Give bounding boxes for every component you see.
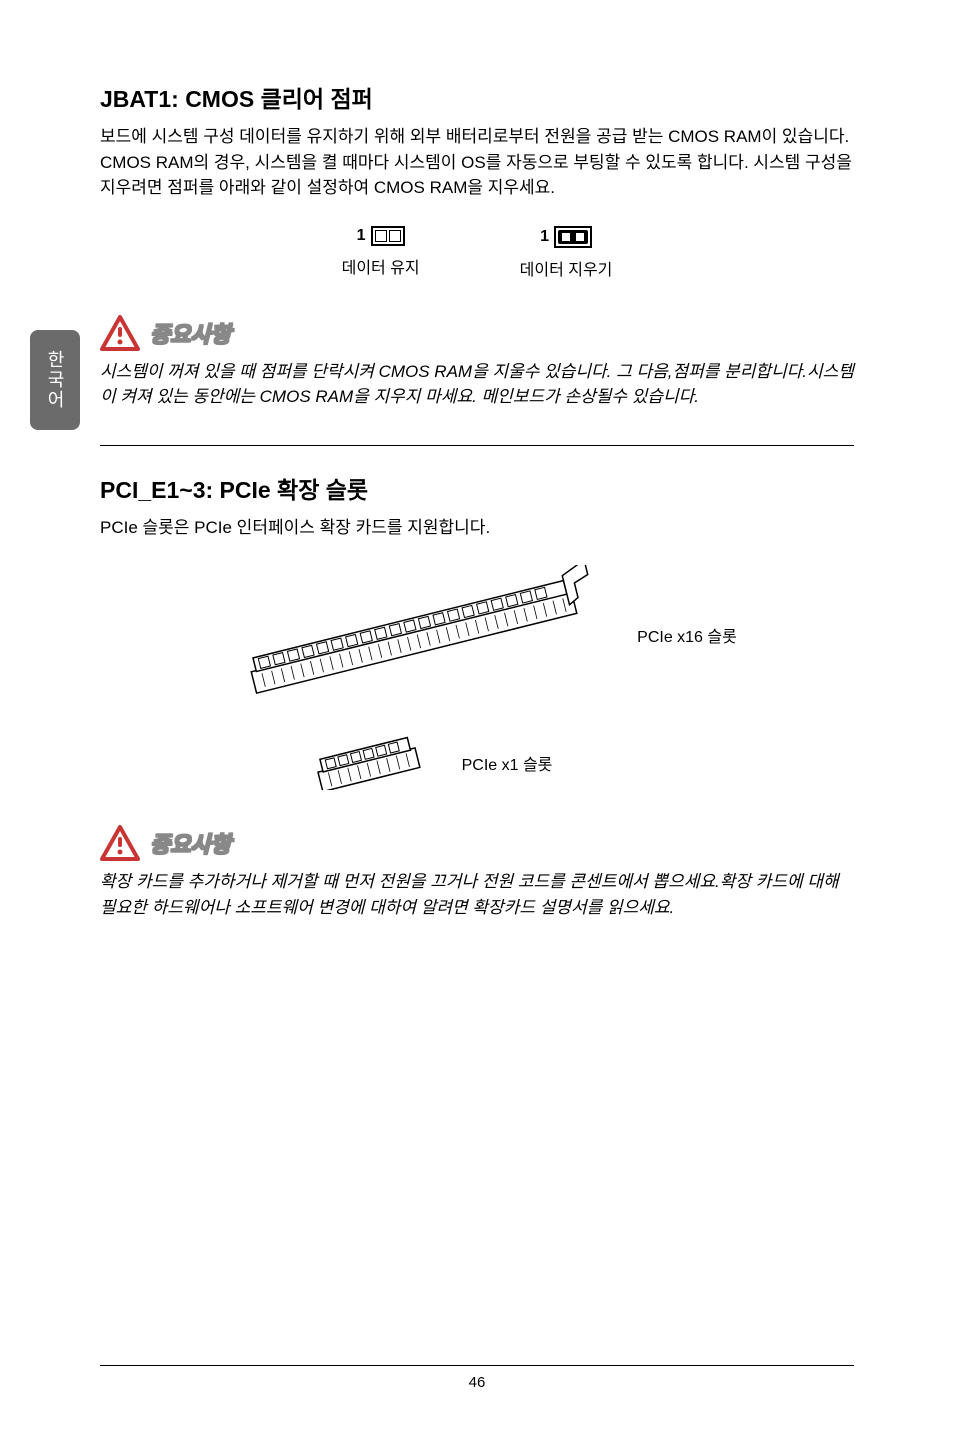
section1-heading: JBAT1: CMOS 클리어 점퍼 [100, 80, 854, 114]
pin-1-label: 1 [540, 228, 549, 246]
page-number: 46 [469, 1374, 486, 1391]
jumper-clear-data: 1 데이터 지우기 [520, 226, 613, 280]
page-footer: 46 [100, 1365, 854, 1391]
pcie-x1-label: PCIe x1 슬롯 [462, 751, 553, 775]
warning-body-1: 시스템이 꺼져 있을 때 점퍼를 단락시켜 CMOS RAM을 지울수 있습니다… [100, 359, 854, 410]
warning-header-2: 중요사항 [100, 825, 854, 861]
jumper-keep-data: 1 데이터 유지 [342, 226, 420, 280]
jumper-pins-open [371, 226, 405, 246]
jumper-diagram: 1 데이터 유지 1 데이터 지우기 [100, 226, 854, 280]
pcie-x1-slot-graphic [302, 735, 432, 790]
pcie-x16-slot-graphic [217, 565, 597, 705]
side-language-tab: 한국어 [30, 330, 80, 430]
pcie-diagram: PCIe x16 슬롯 PCIe x1 슬롯 [100, 565, 854, 790]
pcie-x16-label: PCIe x16 슬롯 [637, 623, 737, 647]
section2-heading: PCI_E1~3: PCIe 확장 슬롯 [100, 471, 854, 505]
section-divider [100, 445, 854, 446]
section2-body: PCIe 슬롯은 PCIe 인터페이스 확장 카드를 지원합니다. [100, 515, 854, 541]
warning-title-2: 중요사항 [150, 827, 231, 859]
warning-body-2: 확장 카드를 추가하거나 제거할 때 먼저 전원을 끄거나 전원 코드를 콘센트… [100, 869, 854, 920]
section1-body: 보드에 시스템 구성 데이터를 유지하기 위해 외부 배터리로부터 전원을 공급… [100, 124, 854, 201]
jumper-pins-closed [554, 226, 592, 248]
warning-icon [100, 315, 140, 351]
pin-1-label: 1 [357, 227, 366, 245]
keep-data-caption: 데이터 유지 [342, 254, 420, 278]
warning-title-1: 중요사항 [150, 317, 231, 349]
warning-icon [100, 825, 140, 861]
warning-header-1: 중요사항 [100, 315, 854, 351]
clear-data-caption: 데이터 지우기 [520, 256, 613, 280]
